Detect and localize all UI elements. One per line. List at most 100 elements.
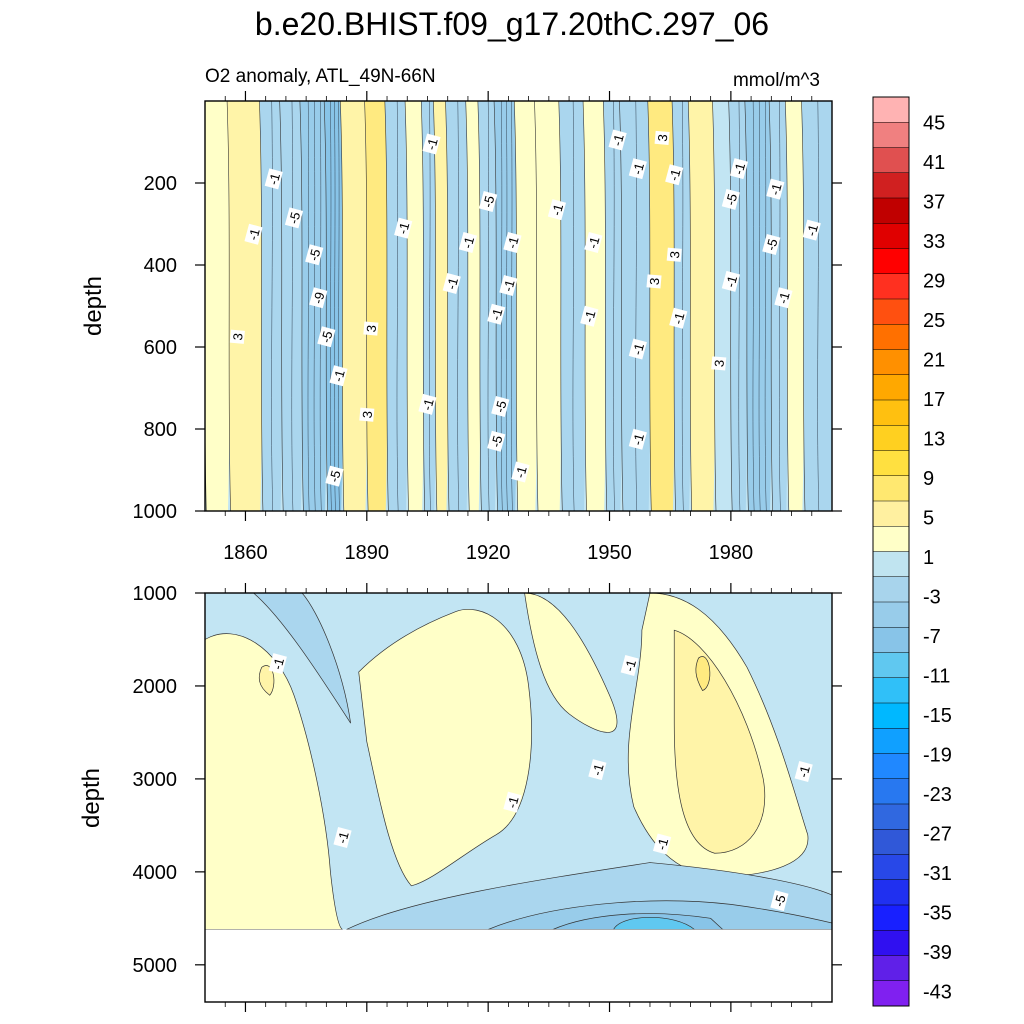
- colorbar-swatch-10: [873, 349, 909, 376]
- upper-contour-label-32: 3: [666, 247, 683, 262]
- colorbar-swatch-1: [873, 122, 909, 148]
- upper-contour-27-2: [758, 101, 761, 511]
- upper-y-tick-label-3: 800: [144, 419, 177, 441]
- upper-plot-frame: [204, 100, 833, 512]
- lower-panel: -1 -1 -1 -1 -1 -1 -1 -5 1000 2000 3000 4000 5000 de…: [78, 583, 842, 1012]
- lower-contour-label-5: -1: [653, 833, 671, 855]
- colorbar-swatch-27: [873, 778, 909, 805]
- colorbar-swatch-8: [873, 299, 909, 325]
- colorbar-swatch-4: [873, 198, 909, 224]
- upper-contour-label-1-text: -1: [245, 227, 262, 242]
- lower-yellow-region-1: [205, 633, 343, 930]
- lower-contour-label-5-text: -1: [654, 837, 671, 852]
- upper-contour-label-40-bg: [762, 233, 781, 256]
- upper-contour-label-6: -5: [317, 326, 336, 348]
- upper-contour-8-1: [396, 101, 399, 511]
- upper-contour-4: [299, 101, 304, 511]
- upper-contour-11: [433, 101, 438, 511]
- upper-contour-4-2: [313, 101, 316, 511]
- colorbar-swatch-29: [873, 829, 909, 855]
- upper-contour-5: [323, 101, 328, 511]
- upper-contour-label-41-bg: [774, 287, 793, 309]
- upper-contour-label-19-bg: [487, 430, 506, 452]
- colorbar-label-4: 29: [923, 270, 945, 292]
- upper-contour-8: [384, 101, 389, 511]
- upper-contour-27-3: [764, 101, 767, 511]
- lower-y-tick-label-2: 3000: [133, 769, 178, 791]
- upper-contour-label-28-bg: [628, 338, 647, 360]
- colorbar-frame: [872, 96, 910, 1007]
- upper-contour-label-21-bg: [499, 274, 518, 297]
- colorbar-swatch-22: [873, 652, 909, 679]
- colorbar-label-3: 33: [923, 231, 945, 253]
- colorbar-label-2: 37: [923, 191, 945, 213]
- upper-contour-28-1: [779, 101, 781, 511]
- lower-y-tick-label-0: 1000: [133, 583, 178, 605]
- upper-contour-label-35-text: 3: [711, 359, 727, 368]
- chart-subtitle: O2 anomaly, ATL_49N-66N: [205, 66, 436, 87]
- upper-contour-27-1: [752, 101, 755, 511]
- upper-contour-22: [647, 101, 652, 511]
- upper-contour-label-35: 3: [711, 356, 727, 371]
- upper-contour-label-9-text: 3: [364, 324, 380, 333]
- lower-contour-label-2: -1: [588, 759, 607, 781]
- upper-contour-label-14-text: -1: [443, 276, 460, 291]
- upper-contour-1: [226, 101, 231, 511]
- colorbar-swatch-5: [873, 223, 909, 249]
- upper-contour-label-30-bg: [654, 130, 670, 145]
- upper-contour-label-23: -1: [547, 199, 566, 221]
- colorbar-swatch-19: [873, 576, 909, 603]
- colorbar-swatch-13: [873, 425, 909, 451]
- upper-contour-label-10: 3: [359, 407, 375, 422]
- upper-contour-label-5: -9: [309, 287, 327, 309]
- lower-contour-label-0-bg: [268, 653, 287, 675]
- upper-contour-label-13-bg: [418, 393, 437, 415]
- upper-contour-label-27-bg: [628, 158, 647, 180]
- upper-contour-label-11-text: -1: [395, 221, 412, 236]
- upper-contour-9: [404, 101, 409, 511]
- colorbar-swatch-18: [873, 551, 909, 578]
- colorbar-swatch-11: [873, 374, 909, 401]
- upper-contour-label-36-bg: [721, 188, 740, 210]
- lower-plot-frame: [204, 592, 833, 1003]
- upper-band-7: [364, 101, 390, 511]
- upper-contour-18-1: [572, 101, 575, 511]
- upper-contour-label-34: -1: [669, 307, 688, 329]
- colorbar-swatch-31: [873, 879, 909, 906]
- upper-contour-label-25-text: -1: [581, 309, 598, 324]
- upper-contour-10: [420, 101, 426, 511]
- upper-contour-label-1: -1: [244, 223, 263, 245]
- upper-contour-label-27: -1: [628, 158, 647, 180]
- upper-contour-label-6-bg: [317, 326, 336, 348]
- upper-contour-label-34-bg: [669, 307, 688, 329]
- colorbar-label-20: -35: [923, 903, 952, 925]
- upper-contour-5-1: [329, 101, 332, 511]
- upper-contour-label-2: -1: [264, 168, 283, 190]
- upper-contour-label-16: -5: [479, 190, 497, 212]
- upper-contour-label-13-text: -1: [419, 397, 436, 412]
- colorbar-swatch-2: [873, 147, 909, 174]
- upper-contour-label-19: -5: [487, 430, 506, 452]
- colorbar-swatch-6: [873, 248, 909, 275]
- upper-contour-label-11: -1: [394, 217, 412, 239]
- colorbar-swatch-15: [873, 475, 909, 502]
- colorbar-label-1: 41: [923, 152, 945, 174]
- upper-contour-7: [364, 101, 369, 511]
- colorbar-label-10: 5: [923, 507, 934, 529]
- upper-contour-label-8: -5: [325, 465, 344, 487]
- upper-y-tick-label-0: 200: [144, 173, 177, 195]
- upper-contour-label-42-text: -1: [804, 223, 821, 238]
- chart-title: b.e20.BHIST.f09_g17.20thC.297_06: [255, 6, 769, 42]
- upper-contour-label-15: -1: [458, 231, 477, 253]
- lower-no-data: [205, 929, 832, 1002]
- lower-y-tick-label-3: 4000: [133, 862, 178, 884]
- upper-contour-20-1: [613, 101, 615, 511]
- lower-contour-label-1: -1: [620, 654, 639, 677]
- upper-contour-label-21: -1: [499, 274, 518, 297]
- lower-contour-label-2-bg: [588, 759, 607, 781]
- upper-contour-label-31: -1: [665, 164, 683, 186]
- upper-contour-label-4-text: -5: [306, 247, 323, 262]
- upper-contour-label-7-text: -1: [330, 368, 347, 383]
- lower-yellow-region-3: [524, 593, 618, 733]
- lower-contour-label-3: -1: [503, 791, 522, 813]
